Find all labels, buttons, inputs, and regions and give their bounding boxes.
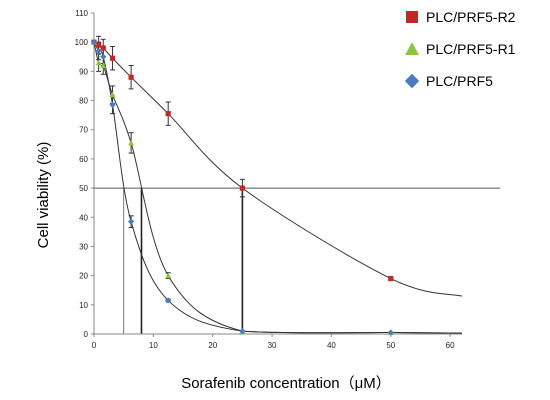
data-point-plc-prf5-r2	[165, 111, 171, 117]
data-point-plc-prf5-r2	[388, 275, 394, 282]
data-point-plc-prf5-r2	[100, 45, 106, 51]
x-tick-label-50: 50	[386, 341, 395, 350]
x-tick-label-60: 60	[446, 341, 455, 350]
y-tick-label-100: 100	[75, 38, 89, 47]
data-point-plc-prf5-r1	[95, 59, 102, 66]
data-point-plc-prf5-r2	[239, 185, 245, 191]
data-point-plc-prf5	[239, 327, 246, 335]
data-point-plc-prf5-r2	[96, 42, 102, 48]
data-point-plc-prf5-r2	[109, 55, 116, 61]
data-point-plc-prf5-r1	[100, 62, 107, 69]
x-tick-label-20: 20	[208, 341, 217, 350]
x-axis-title: Sorafenib concentration（μM）	[181, 375, 391, 392]
data-point-plc-prf5-r1	[128, 139, 135, 146]
legend-label-plc-prf5-r1: PLC/PRF5-R1	[426, 41, 516, 57]
y-tick-label-0: 0	[84, 330, 89, 339]
y-tick-label-30: 30	[79, 242, 88, 251]
data-point-plc-prf5-r2	[128, 74, 134, 80]
x-tick-label-30: 30	[268, 341, 277, 350]
data-markers	[90, 39, 394, 336]
data-point-plc-prf5-r1	[109, 91, 116, 98]
legend-label-plc-prf5-r2: PLC/PRF5-R2	[426, 9, 516, 25]
y-tick-label-110: 110	[75, 9, 88, 18]
legend: PLC/PRF5-R2 PLC/PRF5-R1 PLC/PRF5	[404, 9, 516, 89]
y-tick-label-90: 90	[79, 67, 88, 76]
y-tick-label-10: 10	[79, 301, 88, 310]
x-tick-label-40: 40	[327, 341, 336, 350]
data-point-plc-prf5	[165, 297, 172, 304]
y-tick-label-40: 40	[79, 213, 88, 222]
data-point-plc-prf5-r1	[165, 272, 172, 279]
y-tick-label-80: 80	[79, 97, 88, 106]
x-tick-label-10: 10	[149, 341, 158, 350]
data-point-plc-prf5	[127, 218, 135, 225]
data-point-plc-prf5	[90, 39, 98, 46]
legend-label-plc-prf5: PLC/PRF5	[426, 73, 493, 89]
y-tick-label-60: 60	[79, 155, 88, 164]
legend-marker-plc-prf5-r2	[406, 11, 418, 23]
data-point-plc-prf5	[109, 101, 116, 109]
legend-marker-plc-prf5	[404, 73, 420, 89]
axes: 0 10 20 30 40 50 60 70 80 90 100 110 0 10 20 30 40 50 60	[75, 9, 462, 350]
y-axis-title: Cell viability (%)	[35, 142, 52, 249]
data-point-plc-prf5	[95, 47, 102, 55]
y-tick-label-70: 70	[79, 126, 88, 135]
y-tick-label-20: 20	[79, 272, 88, 281]
legend-marker-plc-prf5-r1	[405, 42, 419, 55]
data-point-plc-prf5	[100, 53, 107, 60]
reference-lines	[94, 187, 500, 334]
y-tick-label-50: 50	[79, 184, 88, 193]
x-tick-label-0: 0	[92, 341, 97, 350]
data-point-plc-prf5	[387, 329, 394, 336]
